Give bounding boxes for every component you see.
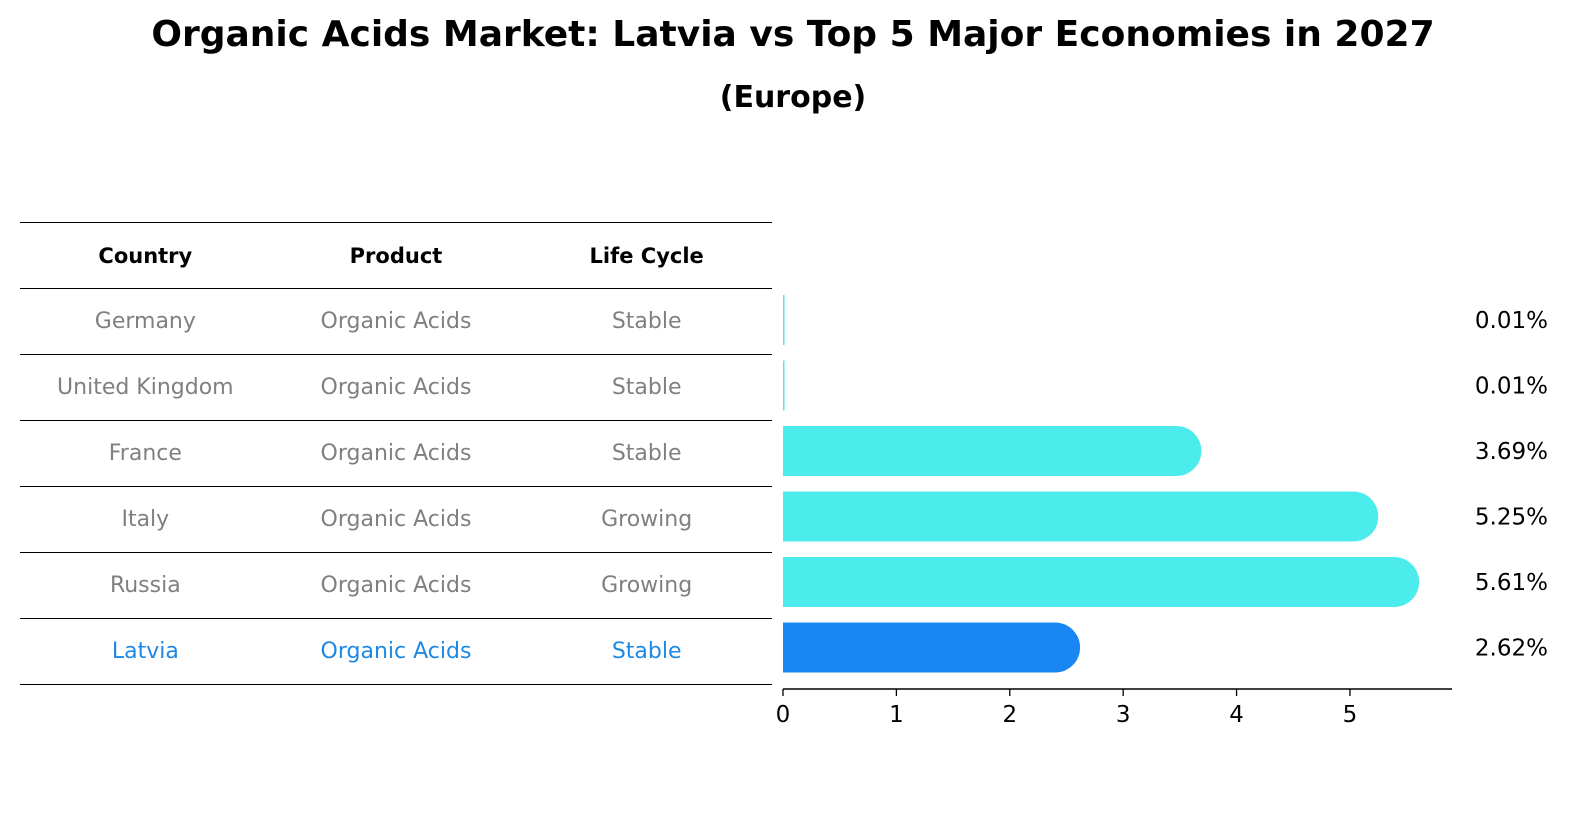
header-life-cycle: Life Cycle: [521, 222, 772, 289]
x-tick-label: 3: [1116, 702, 1131, 728]
header-product: Product: [270, 222, 522, 289]
bar-italy: [783, 491, 1379, 542]
cell-product: Organic Acids: [270, 354, 522, 421]
cell-country: Italy: [20, 486, 271, 553]
table-row: United Kingdom Organic Acids Stable: [20, 354, 772, 421]
header-country: Country: [20, 222, 271, 289]
cell-product: Organic Acids: [270, 288, 522, 355]
x-tick-label: 0: [776, 702, 791, 728]
cell-product: Organic Acids: [270, 486, 522, 553]
cell-life-cycle: Growing: [521, 486, 772, 553]
chart-title: Organic Acids Market: Latvia vs Top 5 Ma…: [151, 14, 1435, 55]
x-tick-label: 5: [1343, 702, 1358, 728]
x-tick-label: 2: [1002, 702, 1017, 728]
x-tick-label: 4: [1229, 702, 1244, 728]
bar-france: [783, 426, 1202, 476]
bar-latvia: [783, 622, 1081, 673]
cell-life-cycle: Stable: [521, 288, 772, 355]
cell-life-cycle: Stable: [521, 420, 772, 487]
table-row: Germany Organic Acids Stable: [20, 288, 772, 355]
value-label: 0.01%: [1475, 374, 1548, 400]
table-row-highlight: Latvia Organic Acids Stable: [20, 618, 772, 685]
cell-life-cycle: Stable: [521, 354, 772, 421]
table-row: France Organic Acids Stable: [20, 420, 772, 487]
cell-product: Organic Acids: [270, 618, 522, 685]
bar-chart: 0.01% 0.01% 3.69% 5.25% 5.61% 2.62% 0 1 2 3 4 5: [776, 295, 1548, 728]
bar-russia: [783, 557, 1420, 607]
bar-germany: [783, 295, 785, 345]
table-header-row: Country Product Life Cycle: [20, 222, 772, 289]
market-table: Country Product Life Cycle Germany Organ…: [20, 222, 772, 685]
chart-subtitle: (Europe): [719, 80, 867, 115]
value-label: 3.69%: [1475, 439, 1548, 465]
table-row: Russia Organic Acids Growing: [20, 552, 772, 619]
cell-life-cycle: Stable: [521, 618, 772, 685]
value-label: 0.01%: [1475, 308, 1548, 334]
bar-united-kingdom: [783, 360, 785, 411]
cell-country: France: [20, 420, 271, 487]
cell-life-cycle: Growing: [521, 552, 772, 619]
cell-product: Organic Acids: [270, 552, 522, 619]
cell-country: Latvia: [20, 618, 271, 685]
cell-country: Russia: [20, 552, 271, 619]
table-row: Italy Organic Acids Growing: [20, 486, 772, 553]
x-tick-label: 1: [889, 702, 904, 728]
value-label: 5.25%: [1475, 505, 1548, 531]
value-label: 2.62%: [1475, 636, 1548, 662]
value-label: 5.61%: [1475, 570, 1548, 596]
cell-country: United Kingdom: [20, 354, 271, 421]
cell-product: Organic Acids: [270, 420, 522, 487]
cell-country: Germany: [20, 288, 271, 355]
